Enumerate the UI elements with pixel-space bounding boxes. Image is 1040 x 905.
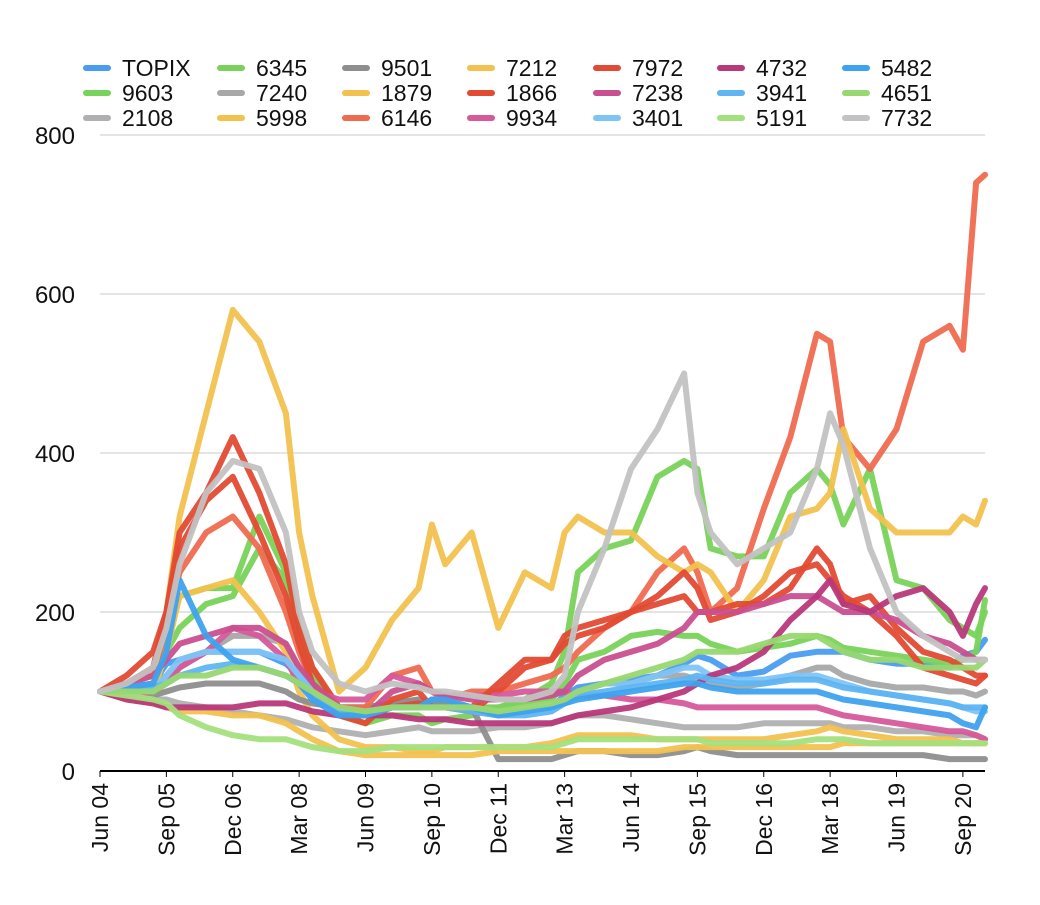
- legend-item: 5482: [842, 55, 932, 81]
- x-tick-label: Sep 05: [153, 783, 179, 856]
- gridlines: [100, 134, 985, 613]
- legend-item: 7212: [467, 55, 557, 81]
- legend-item: 3401: [593, 105, 683, 131]
- legend-label: 9501: [381, 55, 432, 81]
- x-tick-label: Dec 06: [220, 783, 246, 856]
- y-tick-label: 200: [35, 600, 75, 627]
- legend-label: 1879: [381, 80, 432, 106]
- legend-label: 4651: [881, 80, 932, 106]
- x-tick-label: Sep 10: [419, 783, 445, 856]
- legend-label: 6345: [256, 55, 307, 81]
- y-tick-label: 400: [35, 441, 75, 468]
- legend-label: TOPIX: [122, 55, 191, 81]
- legend-item: 1866: [467, 80, 557, 106]
- legend-label: 6146: [381, 105, 432, 131]
- legend-item: 4732: [717, 55, 807, 81]
- series-line-7238: [97, 593, 988, 719]
- series-line-7732: [97, 370, 988, 703]
- series-line-4651: [97, 632, 988, 715]
- legend-item: 6146: [342, 105, 432, 131]
- legend-item: 9603: [83, 80, 173, 106]
- legend-item: 7238: [593, 80, 683, 106]
- legend-item: 7732: [842, 105, 932, 131]
- series-line-1879: [97, 688, 988, 759]
- legend-item: 5998: [217, 105, 307, 131]
- legend-item: 1879: [342, 80, 432, 106]
- legend-item: 4651: [842, 80, 932, 106]
- legend-item: TOPIX: [83, 55, 191, 81]
- x-axis: Jun 04 Sep 05 Dec 06 Mar 08 Jun 09 Sep 10 Dec …: [87, 770, 985, 856]
- x-tick-label: Mar 18: [817, 783, 843, 855]
- legend-label: 7238: [632, 80, 683, 106]
- x-tick-label: Jun 04: [87, 783, 113, 852]
- x-tick-label: Mar 08: [286, 783, 312, 855]
- legend-item: 2108: [83, 105, 173, 131]
- series-line-7212: [97, 306, 988, 695]
- series-line-9501: [97, 680, 988, 763]
- legend-item: 9934: [467, 105, 557, 131]
- legend-item: 6345: [217, 55, 307, 81]
- y-tick-label: 600: [35, 282, 75, 309]
- x-tick-label: Dec 11: [485, 783, 511, 854]
- legend-label: 1866: [506, 80, 557, 106]
- y-axis: 0 200 400 600 800: [35, 123, 75, 786]
- legend-item: 3941: [717, 80, 807, 106]
- legend-label: 9603: [122, 80, 173, 106]
- legend-item: 7240: [217, 80, 307, 106]
- legend-label: 9934: [506, 105, 557, 131]
- legend-label: 5191: [756, 105, 807, 131]
- series-line-5998: [97, 577, 988, 755]
- legend-item: 5191: [717, 105, 807, 131]
- x-tick-label: Dec 16: [751, 783, 777, 856]
- legend-label: 3941: [756, 80, 807, 106]
- x-tick-label: Mar 13: [552, 783, 578, 855]
- y-tick-label: 800: [35, 123, 75, 150]
- legend-label: 5998: [256, 105, 307, 131]
- legend-label: 3401: [632, 105, 683, 131]
- series-lines: [97, 171, 988, 763]
- series-line-4732: [97, 577, 988, 727]
- legend-label: 5482: [881, 55, 932, 81]
- x-tick-label: Sep 15: [684, 783, 710, 856]
- legend-label: 7972: [632, 55, 683, 81]
- legend-label: 7240: [256, 80, 307, 106]
- legend-item: 7972: [593, 55, 683, 81]
- x-tick-label: Jun 09: [353, 783, 379, 852]
- legend-label: 2108: [122, 105, 173, 131]
- x-tick-label: Sep 20: [950, 783, 976, 856]
- legend-label: 7732: [881, 105, 932, 131]
- x-tick-label: Jun 19: [884, 783, 910, 852]
- y-tick-label: 0: [62, 759, 75, 786]
- legend-label: 4732: [756, 55, 807, 81]
- legend-label: 7212: [506, 55, 557, 81]
- series-line-5191: [97, 688, 988, 755]
- x-tick-label: Jun 14: [618, 783, 644, 852]
- legend-item: 9501: [342, 55, 432, 81]
